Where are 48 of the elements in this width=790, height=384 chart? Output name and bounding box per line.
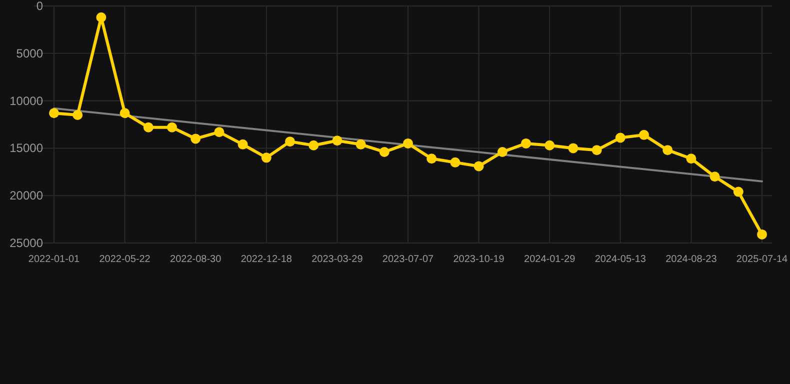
x-tick-label: 2024-01-29 xyxy=(524,254,576,265)
x-tick-label: 2022-05-22 xyxy=(99,254,151,265)
x-tick-label: 2022-12-18 xyxy=(240,254,292,265)
point xyxy=(238,139,248,150)
x-tick-label: 2023-10-19 xyxy=(453,254,505,265)
point xyxy=(190,134,201,144)
x-tick-label: 2024-05-13 xyxy=(594,254,646,265)
point xyxy=(120,108,130,118)
point xyxy=(474,161,484,172)
point xyxy=(356,139,366,150)
point xyxy=(403,138,413,148)
point xyxy=(332,136,342,146)
x-tick-label: 2022-01-01 xyxy=(28,254,80,265)
point xyxy=(450,157,460,168)
point xyxy=(72,110,83,120)
point xyxy=(686,154,696,164)
y-tick-label: 5000 xyxy=(16,46,44,60)
y-tick-label: 0 xyxy=(36,0,44,13)
point xyxy=(757,229,767,240)
x-tick-label: 2024-08-23 xyxy=(666,254,718,265)
x-tick-label: 2022-08-30 xyxy=(170,254,222,265)
point xyxy=(662,145,673,156)
x-tick-label: 2023-07-07 xyxy=(382,254,434,265)
point xyxy=(261,152,272,163)
point xyxy=(214,127,224,138)
point xyxy=(143,122,154,132)
point xyxy=(710,172,720,182)
point xyxy=(639,130,649,140)
point xyxy=(426,154,437,164)
y-tick-label: 10000 xyxy=(10,94,44,108)
point xyxy=(568,143,578,154)
point xyxy=(167,122,177,132)
point xyxy=(544,140,555,150)
point xyxy=(615,132,626,143)
point xyxy=(733,186,744,197)
point xyxy=(521,138,531,148)
point xyxy=(285,136,295,147)
x-tick-label: 2025-07-14 xyxy=(736,254,788,265)
point xyxy=(96,12,106,22)
y-tick-label: 25000 xyxy=(10,236,44,250)
x-tick-label: 2023-03-29 xyxy=(312,254,364,265)
y-tick-label: 20000 xyxy=(10,188,44,203)
y-tick-label: 15000 xyxy=(10,141,44,156)
point xyxy=(592,145,602,156)
point xyxy=(379,146,390,157)
point xyxy=(497,146,508,157)
point xyxy=(308,140,319,150)
point xyxy=(49,108,59,118)
